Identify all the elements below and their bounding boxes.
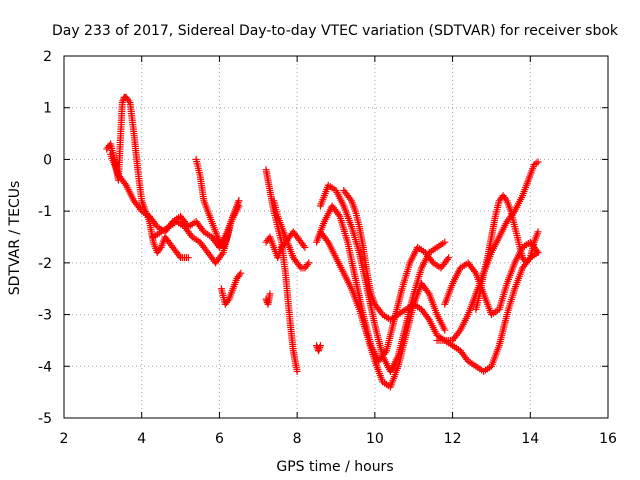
data-point: [237, 269, 245, 277]
x-tick-label: 14: [521, 431, 539, 447]
data-point: [235, 197, 243, 205]
series-track-q: [472, 192, 542, 313]
series-track-d: [192, 155, 243, 251]
data-point: [315, 345, 323, 353]
x-tick-label: 4: [137, 431, 146, 447]
data-point: [305, 259, 313, 267]
data-point: [121, 180, 129, 188]
data-point: [471, 267, 479, 275]
data-point: [125, 97, 133, 105]
y-tick-label: -3: [38, 308, 52, 324]
data-point: [175, 252, 183, 260]
series-track-a: [103, 93, 192, 262]
data-point: [199, 226, 207, 234]
data-point: [424, 288, 432, 296]
data-point: [424, 314, 432, 322]
series-track-f: [262, 166, 301, 375]
y-tick-label: 2: [43, 49, 52, 65]
x-tick-label: 6: [215, 431, 224, 447]
data-point: [316, 343, 324, 351]
x-tick-label: 10: [366, 431, 384, 447]
data-point: [346, 195, 354, 203]
data-point: [377, 309, 385, 317]
data-point: [441, 326, 449, 334]
data-point: [428, 257, 436, 265]
y-tick-label: 1: [43, 101, 52, 117]
y-tick-label: -2: [38, 256, 52, 272]
data-point: [236, 271, 244, 279]
data-point: [323, 236, 331, 244]
data-point: [525, 255, 533, 263]
data-point: [293, 367, 301, 375]
data-point: [301, 243, 309, 251]
series-track-j: [313, 342, 324, 355]
data-points: [103, 93, 542, 391]
data-point: [152, 221, 160, 229]
data-point: [296, 262, 304, 270]
y-tick-label: 0: [43, 152, 52, 168]
x-tick-label: 12: [444, 431, 462, 447]
data-point: [443, 255, 451, 263]
data-point: [187, 231, 195, 239]
data-point: [266, 290, 274, 298]
data-point: [445, 254, 453, 262]
y-tick-label: -4: [38, 359, 52, 375]
y-axis-label: SDTVAR / TECUs: [7, 181, 23, 296]
series-track-b: [107, 150, 243, 251]
x-axis-label: GPS time / hours: [276, 459, 393, 475]
data-point: [316, 342, 324, 350]
data-point: [136, 205, 144, 213]
y-tick-label: -5: [38, 411, 52, 427]
data-point: [218, 250, 226, 258]
data-point: [304, 261, 312, 269]
data-point: [300, 242, 308, 250]
x-tick-labels: 2 4 6 8 10 12 14 16: [60, 431, 617, 447]
series-track-o: [441, 238, 542, 319]
data-point: [441, 238, 449, 246]
chart-title: Day 233 of 2017, Sidereal Day-to-day VTE…: [52, 23, 619, 39]
series-track-i: [262, 290, 274, 308]
data-point: [534, 228, 542, 236]
y-tick-label: -1: [38, 204, 52, 220]
x-tick-label: 2: [60, 431, 69, 447]
data-point: [534, 249, 542, 257]
data-point: [118, 99, 126, 107]
data-point: [315, 347, 323, 355]
x-tick-label: 16: [599, 431, 617, 447]
series-track-h: [270, 197, 313, 272]
data-point: [184, 254, 192, 262]
data-point: [156, 245, 164, 253]
plot-frame: [63, 55, 609, 419]
data-point: [463, 355, 471, 363]
data-point: [335, 211, 343, 219]
data-point: [502, 195, 510, 203]
data-point: [455, 328, 463, 336]
data-point: [534, 158, 542, 166]
y-tick-labels: 2 1 0 -1 -2 -3 -4 -5: [38, 49, 52, 427]
axis-ticks: [63, 55, 609, 419]
x-tick-label: 8: [293, 431, 302, 447]
data-point: [224, 297, 232, 305]
series-track-e: [217, 269, 245, 308]
